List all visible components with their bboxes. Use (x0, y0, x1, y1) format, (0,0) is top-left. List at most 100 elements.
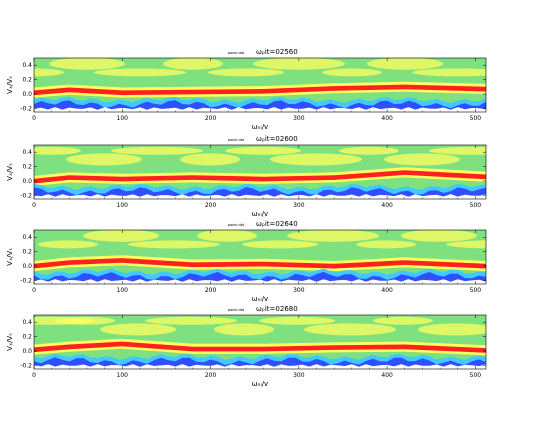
heatmap-patch (163, 58, 223, 70)
red-band (34, 170, 486, 184)
white-gap (34, 279, 486, 284)
heatmap-patch (94, 68, 186, 77)
heatmap-patch (49, 58, 125, 70)
y-tick-label: 0.0 (22, 263, 32, 270)
y-tick-label: 0.4 (22, 149, 32, 156)
y-tick-label: 0.2 (22, 334, 32, 341)
y-tick-label: -0.2 (20, 192, 32, 199)
heatmap-patch (197, 230, 257, 242)
x-tick-label: 200 (205, 202, 217, 209)
x-tick-label: 400 (381, 287, 393, 294)
heatmap-patch (367, 58, 443, 70)
panel-2: 0 100 200 300 400 500 -0.2 0.0 0.2 0.4 Vₓ/Vₛ ωₙᵢ/v p… (6, 135, 487, 218)
white-gap (34, 364, 486, 369)
y-axis-label: Vₓ/Vₛ (6, 163, 14, 181)
x-axis-label: ωₙᵢ/v (252, 123, 268, 131)
heatmap-field (34, 145, 486, 199)
y-axis-label: Vₓ/Vₛ (6, 248, 14, 266)
x-tick-label: 500 (470, 115, 482, 122)
y-tick-label: 0.4 (22, 62, 32, 69)
heatmap-patch (373, 316, 433, 325)
heatmap-field (34, 58, 486, 112)
panel-file-label: panel.dat (228, 51, 245, 55)
y-tick-label: 0.0 (22, 178, 32, 185)
heatmap-patch (242, 240, 318, 249)
x-tick-label: 400 (381, 115, 393, 122)
x-tick-label: 0 (32, 372, 36, 379)
heatmap-patch (128, 240, 220, 249)
y-tick-label: 0.2 (22, 249, 32, 256)
plot-frame (33, 57, 487, 113)
plot-frame (33, 144, 487, 200)
y-axis-label: Vₓ/Vₛ (6, 76, 14, 94)
white-gap (34, 194, 486, 199)
heatmap-patch (287, 230, 379, 242)
y-tick-label: 0.0 (22, 91, 32, 98)
heatmap-patch (111, 146, 203, 155)
panel-title: ωₚit=02680 (256, 305, 298, 313)
x-tick-label: 500 (470, 372, 482, 379)
panel-file-label: panel.dat (228, 138, 245, 142)
x-tick-label: 100 (117, 202, 129, 209)
heatmap-patch (34, 316, 95, 325)
heatmap-field (34, 230, 486, 284)
panel-title: ωₚit=02640 (256, 220, 298, 228)
x-axis-label: ωₙᵢ/v (252, 210, 268, 218)
white-gap (34, 107, 486, 112)
heatmap-patch (270, 153, 362, 166)
x-tick-label: 400 (381, 202, 393, 209)
heatmap-patch (145, 316, 237, 325)
y-tick-label: -0.2 (20, 105, 32, 112)
x-tick-label: 100 (117, 115, 129, 122)
heatmap-patch (356, 240, 416, 249)
heatmap-patch (253, 58, 345, 70)
x-tick-label: 200 (205, 115, 217, 122)
panel-file-label: panel.dat (228, 308, 245, 312)
heatmap-patch (418, 323, 486, 336)
x-tick-label: 500 (470, 202, 482, 209)
x-tick-label: 100 (117, 287, 129, 294)
heatmap-patch (259, 316, 335, 325)
y-tick-label: -0.2 (20, 362, 32, 369)
panel-file-label: panel.dat (228, 223, 245, 227)
heatmap-patch (225, 146, 301, 155)
y-axis-label: Vₓ/Vₛ (6, 333, 14, 351)
panel-3: 0 100 200 300 400 500 -0.2 0.0 0.2 0.4 Vₓ/Vₛ ωₙᵢ/v p… (6, 220, 487, 303)
heatmap-patch (384, 153, 460, 166)
heatmap-patch (322, 68, 382, 77)
y-tick-label: 0.2 (22, 164, 32, 171)
x-tick-label: 400 (381, 372, 393, 379)
y-tick-label: 0.4 (22, 234, 32, 241)
x-tick-label: 300 (293, 202, 305, 209)
heatmap-patch (100, 323, 176, 336)
heatmap-patch (83, 230, 159, 242)
red-band (34, 258, 486, 269)
heatmap-patch (214, 323, 274, 336)
heatmap-patch (208, 68, 284, 77)
red-band (34, 341, 486, 353)
red-band (34, 84, 486, 96)
x-tick-label: 300 (293, 115, 305, 122)
x-tick-label: 0 (32, 287, 36, 294)
heatmap-patch (401, 230, 477, 242)
heatmap-patch (34, 146, 81, 155)
heatmap-patch (66, 153, 142, 166)
panel-title: ωₚit=02600 (256, 135, 298, 143)
x-tick-label: 0 (32, 115, 36, 122)
y-tick-label: -0.2 (20, 277, 32, 284)
heatmap-patch (412, 68, 486, 77)
heatmap-patch (34, 68, 64, 77)
heatmap-patch (446, 240, 486, 249)
y-tick-label: 0.4 (22, 319, 32, 326)
y-tick-label: 0.0 (22, 348, 32, 355)
x-tick-label: 300 (293, 287, 305, 294)
y-tick-label: 0.2 (22, 77, 32, 84)
panel-title: ωₚit=02560 (256, 48, 298, 56)
x-axis-label: ωₙᵢ/v (252, 295, 268, 303)
plot-frame (33, 314, 487, 370)
x-tick-label: 0 (32, 202, 36, 209)
x-tick-label: 200 (205, 372, 217, 379)
x-tick-label: 300 (293, 372, 305, 379)
heatmap-patch (429, 146, 486, 155)
